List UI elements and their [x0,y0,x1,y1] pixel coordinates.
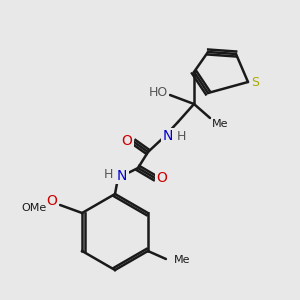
Text: S: S [251,76,259,88]
Text: H: H [103,167,113,181]
Text: O: O [47,194,58,208]
Text: Me: Me [212,119,229,129]
Text: O: O [157,171,167,185]
Text: HO: HO [149,85,168,98]
Text: N: N [117,169,127,183]
Text: N: N [163,129,173,143]
Text: O: O [122,134,132,148]
Text: H: H [176,130,186,142]
Text: OMe: OMe [22,203,47,213]
Text: Me: Me [174,255,190,265]
